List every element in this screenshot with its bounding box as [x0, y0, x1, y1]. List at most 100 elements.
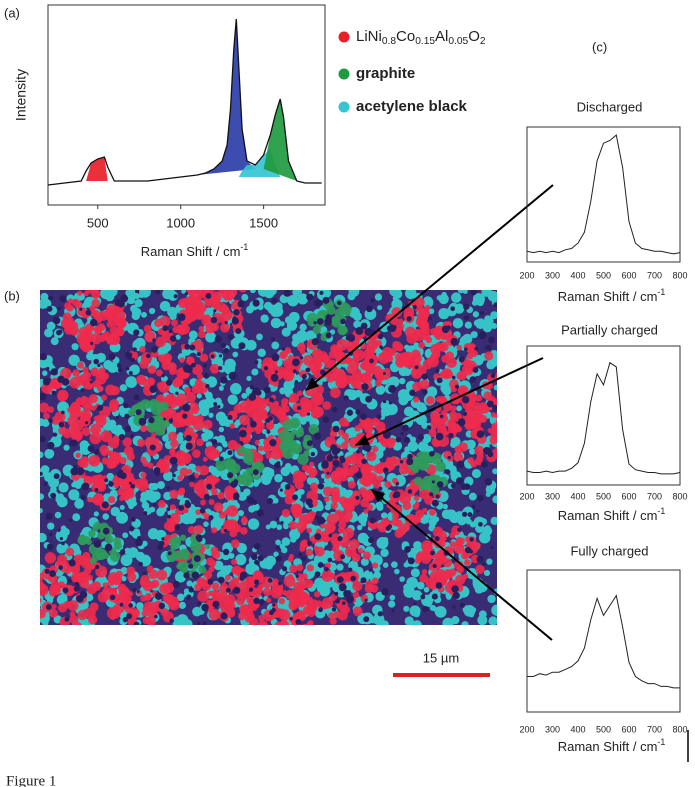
map-dot [279, 543, 286, 550]
map-dot [451, 375, 456, 380]
map-dot [113, 482, 119, 489]
map-dot [299, 356, 304, 360]
map-dot [186, 580, 193, 587]
map-dot [337, 526, 345, 534]
map-dot [344, 358, 351, 365]
map-dot [135, 551, 145, 562]
map-dot [452, 591, 460, 600]
map-dot [101, 457, 109, 465]
x-tick-label: 600 [621, 491, 636, 501]
map-dot [43, 412, 50, 420]
map-dot [224, 485, 236, 498]
map-dot [314, 571, 321, 578]
map-dot [187, 526, 196, 534]
map-dot [490, 311, 497, 320]
map-dot [456, 405, 462, 412]
map-dot [204, 543, 211, 550]
map-dot [108, 481, 114, 487]
map-dot [450, 405, 457, 412]
map-dot [472, 366, 479, 373]
map-dot [309, 461, 315, 467]
map-dot [134, 290, 139, 294]
map-dot [178, 432, 184, 438]
map-dot [464, 536, 471, 543]
map-dot [456, 565, 464, 574]
map-dot [339, 455, 345, 461]
map-dot [59, 536, 63, 541]
map-dot [293, 581, 304, 593]
map-dot [202, 621, 207, 625]
map-dot [262, 357, 274, 369]
map-dot [502, 418, 513, 429]
map-dot [319, 309, 327, 317]
map-dot [464, 321, 473, 329]
map-dot [115, 570, 123, 579]
map-dot [402, 424, 409, 432]
map-dot [416, 365, 427, 376]
map-dot [126, 498, 136, 508]
map-dot [326, 513, 338, 525]
map-dot [123, 402, 129, 409]
map-dot [220, 322, 230, 333]
map-dot [109, 315, 116, 322]
map-dot [294, 611, 303, 620]
map-dot [185, 434, 192, 442]
map-dot [154, 592, 163, 600]
map-dot [72, 369, 80, 377]
map-dot [351, 368, 362, 379]
map-dot [403, 587, 410, 595]
map-dot [237, 446, 247, 455]
map-dot [431, 480, 435, 484]
map-dot [232, 351, 239, 358]
map-dot [73, 572, 86, 585]
map-dot [483, 446, 491, 455]
map-dot [89, 432, 102, 445]
map-dot [48, 608, 58, 618]
map-dot [314, 514, 320, 520]
map-dot [450, 441, 457, 449]
map-dot [199, 353, 209, 363]
map-dot [252, 469, 259, 476]
map-dot [289, 631, 300, 642]
text-run: -1 [657, 287, 665, 297]
map-dot [412, 503, 419, 511]
map-dot [108, 402, 119, 413]
map-dot [404, 546, 411, 553]
map-dot [321, 597, 334, 609]
map-dot [233, 524, 242, 533]
map-dot [391, 608, 395, 613]
map-dot [334, 509, 343, 518]
map-dot [87, 496, 93, 503]
map-dot [110, 424, 120, 435]
map-dot [184, 292, 188, 296]
map-dot [197, 330, 206, 339]
map-dot [174, 524, 181, 531]
map-dot [332, 425, 340, 433]
map-dot [247, 518, 260, 530]
map-dot [159, 315, 171, 327]
map-dot [413, 297, 425, 309]
map-dot [128, 371, 133, 376]
map-dot [289, 617, 293, 621]
map-dot [196, 276, 205, 285]
map-dot [487, 427, 493, 434]
map-dot [216, 302, 227, 313]
map-dot [285, 639, 290, 644]
map-dot [232, 316, 237, 321]
map-dot [354, 425, 361, 432]
x-axis-label: Raman Shift / cm-1 [558, 737, 666, 754]
map-dot [330, 486, 341, 497]
map-dot [246, 305, 254, 314]
map-dot [368, 537, 375, 544]
map-dot [166, 507, 171, 512]
map-dot [59, 295, 67, 303]
map-dot [442, 617, 454, 625]
map-dot [280, 520, 284, 525]
map-dot [56, 496, 68, 508]
map-dot [196, 393, 202, 399]
map-dot [297, 627, 304, 634]
map-dot [58, 482, 69, 493]
map-dot [217, 277, 225, 285]
map-dot [385, 457, 393, 464]
map-dot [435, 396, 442, 403]
